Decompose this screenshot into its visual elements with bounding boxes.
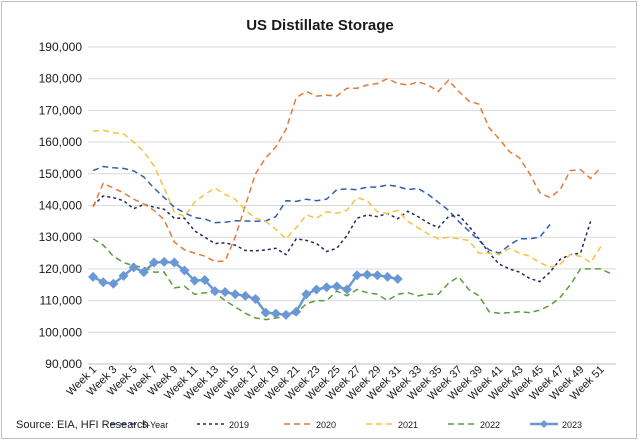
data-point — [179, 265, 190, 276]
data-point — [169, 257, 180, 268]
data-point — [240, 290, 251, 301]
series-line — [92, 260, 398, 317]
y-tick-label: 150,000 — [39, 167, 83, 181]
data-point — [372, 270, 383, 281]
legend-label: 2021 — [398, 420, 418, 430]
y-tick-label: 120,000 — [39, 262, 83, 276]
data-point — [281, 309, 291, 320]
data-point — [209, 286, 220, 297]
data-point — [189, 275, 200, 286]
data-point — [118, 270, 129, 281]
grid — [88, 46, 616, 365]
data-point — [108, 278, 119, 289]
data-point — [362, 269, 373, 280]
series-2020 — [92, 77, 602, 263]
data-point — [260, 307, 271, 318]
legend-label: 2019 — [229, 420, 249, 430]
series-5-Year — [92, 165, 551, 254]
data-point — [352, 270, 363, 281]
data-point — [88, 271, 99, 282]
legend: 5-Year 2019 2020 2021 2022 2023 — [110, 420, 582, 430]
legend-label: 2023 — [562, 420, 582, 430]
data-point — [98, 277, 109, 288]
series-line — [93, 129, 602, 269]
y-axis-ticks: 90,000 100,000 110,000 120,000 130,000 140,00… — [39, 40, 83, 371]
series-line — [92, 195, 592, 283]
legend-label: 5-Year — [142, 420, 168, 430]
y-tick-label: 180,000 — [39, 72, 83, 86]
y-tick-label: 160,000 — [39, 135, 83, 149]
y-tick-label: 110,000 — [40, 294, 83, 308]
series-2021 — [93, 129, 602, 269]
data-point — [301, 289, 312, 300]
series-2022 — [92, 238, 612, 321]
y-tick-label: 140,000 — [39, 199, 83, 213]
data-point — [250, 294, 261, 305]
data-point — [341, 284, 352, 295]
y-tick-label: 190,000 — [39, 40, 83, 54]
series-line — [92, 165, 551, 254]
legend-label: 2022 — [480, 420, 500, 430]
data-point — [382, 271, 393, 282]
y-tick-label: 130,000 — [39, 230, 83, 244]
y-tick-label: 90,000 — [45, 357, 82, 371]
y-tick-label: 100,000 — [39, 325, 83, 339]
series-line — [92, 238, 612, 321]
series-line — [92, 77, 602, 263]
y-tick-label: 170,000 — [39, 103, 83, 117]
data-point — [138, 267, 149, 278]
data-point — [220, 287, 231, 298]
source-note: Source: EIA, HFI Research — [16, 419, 149, 431]
series-2019 — [92, 195, 592, 283]
data-point — [392, 274, 403, 285]
series-2023 — [88, 256, 403, 320]
data-point — [128, 262, 139, 273]
data-point — [331, 281, 342, 292]
data-point — [230, 289, 241, 300]
legend-marker — [540, 420, 548, 428]
chart-title: US Distillate Storage — [246, 17, 394, 34]
legend-label: 2020 — [316, 420, 336, 430]
data-point — [321, 282, 332, 293]
data-point — [159, 256, 170, 267]
data-point — [291, 306, 302, 317]
data-point — [149, 257, 159, 268]
series-layer — [88, 77, 612, 321]
data-point — [311, 284, 322, 295]
data-point — [199, 274, 210, 285]
data-point — [270, 308, 281, 319]
